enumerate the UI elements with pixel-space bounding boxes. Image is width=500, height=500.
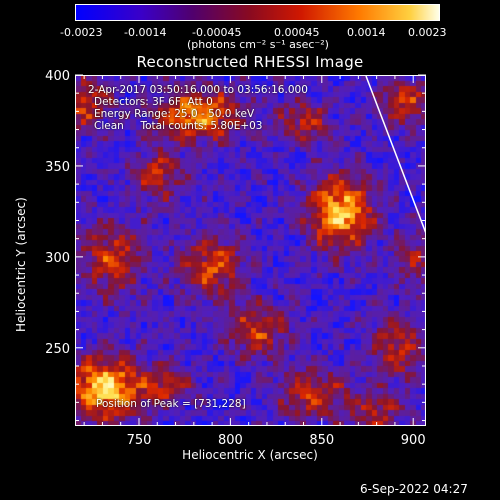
x-tick-label: 850 bbox=[309, 433, 334, 448]
colorbar bbox=[75, 4, 440, 21]
colorbar-tick-label: 0.0023 bbox=[408, 26, 447, 39]
colorbar-tick-label: -0.0023 bbox=[60, 26, 103, 39]
annotation-clean: Clean Total counts: 5.80E+03 bbox=[94, 120, 263, 132]
y-tick-label: 300 bbox=[45, 251, 70, 266]
colorbar-tick-label: 0.00045 bbox=[274, 26, 320, 39]
annotation-peak: Position of Peak = [731,228] bbox=[96, 398, 246, 410]
footer-timestamp: 6-Sep-2022 04:27 bbox=[360, 482, 468, 496]
y-tick-label: 250 bbox=[45, 342, 70, 357]
colorbar-units: (photons cm⁻² s⁻¹ asec⁻²) bbox=[187, 38, 329, 51]
chart-title: Reconstructed RHESSI Image bbox=[136, 53, 364, 71]
x-tick-label: 900 bbox=[401, 433, 426, 448]
plot-area: 2-Apr-2017 03:50:16.000 to 03:56:16.000 … bbox=[75, 75, 426, 426]
annotation-energy: Energy Range: 25.0 - 50.0 keV bbox=[94, 108, 255, 120]
heatmap-image bbox=[76, 76, 425, 425]
y-axis-label: Heliocentric Y (arcsec) bbox=[14, 197, 28, 332]
colorbar-tick-label: 0.0014 bbox=[347, 26, 386, 39]
colorbar-tick-label: -0.0014 bbox=[124, 26, 167, 39]
y-tick-label: 350 bbox=[45, 160, 70, 175]
x-tick-label: 750 bbox=[127, 433, 152, 448]
x-axis-label: Heliocentric X (arcsec) bbox=[182, 448, 318, 462]
solar-limb-line bbox=[365, 76, 425, 233]
x-tick-label: 800 bbox=[218, 433, 243, 448]
annotation-detectors: Detectors: 3F 6F, Att 0 bbox=[94, 96, 213, 108]
colorbar-tick-label: -0.00045 bbox=[192, 26, 242, 39]
y-tick-label: 400 bbox=[45, 69, 70, 84]
annotation-time: 2-Apr-2017 03:50:16.000 to 03:56:16.000 bbox=[88, 84, 308, 96]
